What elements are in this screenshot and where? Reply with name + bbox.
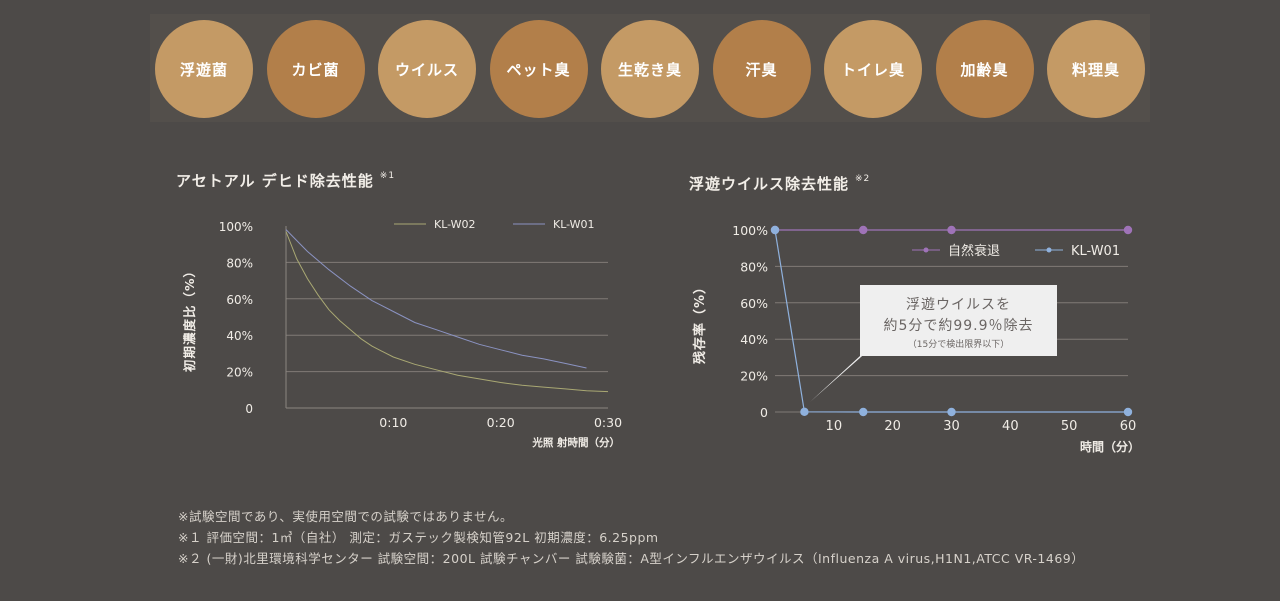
c2-xtick-0: 10 xyxy=(826,419,843,434)
annotation-line2: 約5分で約99.9％除去 xyxy=(883,318,1034,334)
c2-ytick-5: 100% xyxy=(732,223,768,238)
c1-series-line-1 xyxy=(285,229,587,369)
c2-point-1-4 xyxy=(1123,407,1133,417)
c1-ytick-4: 80% xyxy=(226,256,253,270)
c1-legend-label-1: KL-W01 xyxy=(553,218,595,231)
footnote-2: ※２ (一財)北里環境科学センター 試験空間：200L 試験チャンバー 試験験菌… xyxy=(178,551,1085,566)
chart1-title: アセトアル デヒド除去性能 ※1 xyxy=(176,171,396,190)
c1-legend-label-0: KL-W02 xyxy=(434,218,476,231)
c2-point-1-3 xyxy=(947,407,956,417)
badge-1[interactable]: カビ菌 xyxy=(266,20,365,118)
c2-xtick-2: 30 xyxy=(943,419,960,434)
c2-legend-label-1: KL-W01 xyxy=(1071,244,1120,259)
c1-ylabel: 初期濃度比（%） xyxy=(182,264,197,372)
c2-legend-dot-0 xyxy=(923,247,929,253)
c2-xtick-3: 40 xyxy=(1002,419,1019,434)
c1-ytick-0: 0 xyxy=(245,402,253,416)
annotation-line1: 浮遊ウイルスを xyxy=(906,297,1011,313)
c2-point-1-0 xyxy=(770,225,780,235)
c2-point-1-1 xyxy=(800,407,809,417)
virus-annotation-callout: 浮遊ウイルスを 約5分で約99.9％除去 （15分で検出限界以下） xyxy=(860,285,1057,356)
c2-ytick-4: 80% xyxy=(740,259,768,274)
c2-ylabel: 残存率（%） xyxy=(692,280,708,364)
c2-xtick-5: 60 xyxy=(1120,419,1137,434)
c2-xlabel: 時間（分） xyxy=(1080,439,1140,454)
c2-point-0-3 xyxy=(1123,225,1133,235)
c1-ytick-2: 40% xyxy=(226,329,253,343)
c2-point-1-2 xyxy=(859,407,868,417)
footnote-0: ※試験空間であり、実使用空間での試験ではありません。 xyxy=(178,509,513,524)
c1-ytick-5: 100% xyxy=(219,220,253,234)
c2-legend-label-0: 自然衰退 xyxy=(948,243,1000,259)
badge-0[interactable]: 浮遊菌 xyxy=(155,20,253,118)
c1-xtick-1: 0:20 xyxy=(487,415,515,430)
badge-7[interactable]: 加齢臭 xyxy=(935,20,1034,118)
callout-pointer xyxy=(810,342,878,402)
badge-5[interactable]: 汗臭 xyxy=(712,20,811,118)
c2-point-0-2 xyxy=(947,225,956,235)
c2-xtick-4: 50 xyxy=(1061,419,1078,434)
footnote-1: ※１ 評価空間：1㎥（自社） 測定：ガステック製検知管92L 初期濃度：6.25… xyxy=(178,530,659,545)
c2-legend-dot-1 xyxy=(1046,247,1052,253)
footnotes: ※試験空間であり、実使用空間での試験ではありません。 ※１ 評価空間：1㎥（自社… xyxy=(178,506,1084,569)
c1-ytick-3: 60% xyxy=(226,293,253,307)
badge-3[interactable]: ペット臭 xyxy=(489,20,588,118)
c1-series-line-0 xyxy=(285,231,609,393)
c1-xtick-2: 0:30 xyxy=(594,415,622,430)
annotation-line3: （15分で検出限界以下） xyxy=(907,340,1010,350)
c2-ytick-2: 40% xyxy=(740,332,768,347)
category-badge-row: 浮遊菌 カビ菌 ウイルス ペット臭 生乾き臭 汗臭 トイレ臭 加齢臭 料理臭 xyxy=(150,14,1150,122)
c1-xlabel: 光照 射時間（分） xyxy=(531,436,620,449)
c1-ytick-1: 20% xyxy=(226,366,253,380)
badge-6[interactable]: トイレ臭 xyxy=(824,20,922,118)
c1-xtick-0: 0:10 xyxy=(379,415,407,430)
c2-ytick-0: 0 xyxy=(760,405,768,420)
c2-xtick-1: 20 xyxy=(884,419,901,434)
badge-2[interactable]: ウイルス xyxy=(378,20,476,118)
badge-4[interactable]: 生乾き臭 xyxy=(601,20,699,118)
chart2-title: 浮遊ウイルス除去性能 ※2 xyxy=(689,174,871,193)
c2-ytick-1: 20% xyxy=(740,369,768,384)
c2-ytick-3: 60% xyxy=(740,296,768,311)
c2-point-0-1 xyxy=(859,225,868,235)
badge-8[interactable]: 料理臭 xyxy=(1047,20,1145,118)
acetaldehyde-chart: 0 20% 40% 60% 80% 100% 0:10 0:20 0:30 光照 射時間（分） 初期… xyxy=(182,218,622,449)
